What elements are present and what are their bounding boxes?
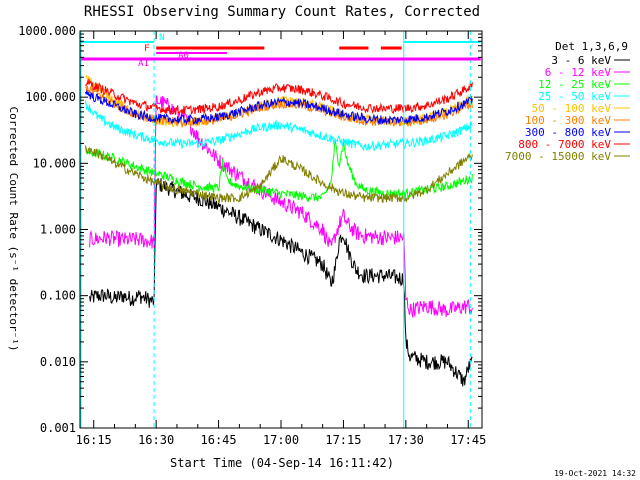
series-line-3 [84, 140, 473, 203]
legend-entry-4: 25 - 50 keV [538, 90, 611, 103]
flag-label-a0: A0 [178, 51, 189, 61]
x-tick-label: 17:15 [325, 433, 361, 447]
y-tick-label: 1000.000 [18, 24, 76, 38]
y-tick-label: 10.000 [33, 156, 76, 170]
x-tick-label: 17:30 [388, 433, 424, 447]
y-tick-label: 100.000 [25, 90, 76, 104]
y-tick-label: 0.100 [40, 289, 76, 303]
y-tick-label: 0.010 [40, 355, 76, 369]
x-tick-label: 16:15 [76, 433, 112, 447]
legend-entry-2: 6 - 12 keV [545, 66, 612, 79]
y-tick-label: 1.000 [40, 223, 76, 237]
axes: 0.001 0.010 0.100 1.000 10.000 100.000 1000.00… [18, 24, 486, 447]
x-tick-label: 16:30 [138, 433, 174, 447]
legend-title: Det 1,3,6,9 [555, 40, 628, 53]
y-tick-label: 0.001 [40, 421, 76, 435]
x-tick-label: 16:45 [201, 433, 237, 447]
flag-label-n: N [159, 33, 164, 43]
series-line-8 [85, 78, 473, 116]
series-line-1 [89, 178, 473, 387]
y-axis-label: Corrected Count Rate (s⁻¹ detector⁻¹) [7, 106, 20, 351]
flag-label-a1: A1 [138, 59, 149, 69]
x-tick-label: 17:00 [263, 433, 299, 447]
series-line-7 [84, 90, 473, 126]
legend-entry-6: 100 - 300 keV [525, 114, 611, 127]
x-axis-label: Start Time (04-Sep-14 16:11:42) [170, 456, 394, 470]
legend-entry-5: 50 - 100 keV [532, 102, 612, 115]
legend-entry-7: 300 - 800 keV [525, 126, 611, 139]
legend-entry-8: 800 - 7000 keV [518, 138, 611, 151]
series-line-4 [84, 100, 473, 152]
timestamp-label: 19-Oct-2021 14:32 [554, 469, 636, 478]
x-tick-label: 17:45 [450, 433, 486, 447]
plot-area: NF A0 A1 [80, 31, 481, 428]
chart-title: RHESSI Observing Summary Count Rates, Co… [84, 4, 480, 20]
series-line-2 [89, 95, 473, 318]
series-line-9 [84, 145, 473, 204]
flag-label-f: F [144, 44, 149, 54]
legend-entry-9: 7000 - 15000 keV [505, 150, 611, 163]
series-line-6 [84, 85, 473, 128]
legend-entry-1: 3 - 6 keV [551, 54, 611, 67]
legend-entry-3: 12 - 25 keV [538, 78, 611, 91]
